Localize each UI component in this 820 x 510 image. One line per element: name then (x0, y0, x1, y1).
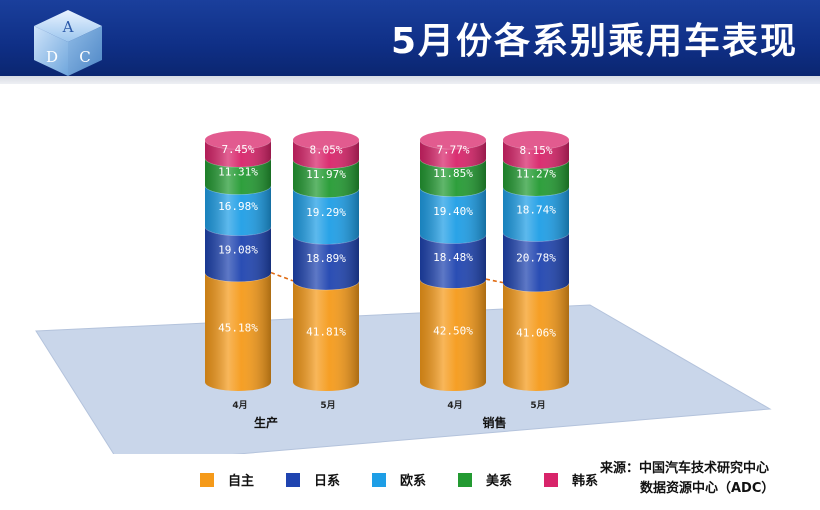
data-label-3-1: 20.78% (516, 251, 556, 264)
data-label-0-0: 45.18% (218, 321, 258, 334)
group-label-0: 生产 (254, 415, 278, 430)
header-divider (0, 76, 820, 84)
bar-segment-shade-3-2 (503, 186, 569, 242)
chart-floor-edge (35, 304, 772, 454)
bar-segment-shade-2-2 (420, 187, 486, 244)
bar-top-cap-3 (503, 131, 569, 149)
legend-swatch (544, 473, 558, 487)
bar-seam-3-2 (502, 186, 570, 197)
x-tick-label-0: 4月 (232, 400, 247, 411)
data-label-2-4: 7.77% (436, 143, 469, 156)
legend-label: 美系 (486, 474, 513, 489)
data-label-2-0: 42.50% (433, 325, 473, 338)
legend-label: 日系 (314, 474, 341, 489)
legend-label: 韩系 (572, 474, 599, 489)
adc-logo-icon: A D C (34, 10, 102, 76)
data-label-3-0: 41.06% (516, 326, 556, 339)
bar-segment-shade-2-3 (420, 158, 486, 197)
source-line-1: 来源：中国汽车技术研究中心 (600, 461, 770, 476)
legend-item-rixi: 日系 (286, 470, 340, 490)
header-bar: A D C 5月份各系别乘用车表现 (0, 0, 820, 76)
data-label-1-4: 8.05% (309, 144, 342, 157)
source-note: 来源：中国汽车技术研究中心 数据资源中心（ADC） (600, 459, 774, 499)
logo-letter-c: C (79, 48, 90, 66)
bar-segment-shade-0-0 (205, 272, 271, 391)
data-label-0-2: 16.98% (218, 200, 258, 213)
bar-seam-0-0 (204, 272, 272, 283)
bar-segment-shade-3-4 (503, 140, 569, 169)
stacked-bar-chart: 45.18% 19.08% 16.98% 11.31% 7.45% 4月 41.81% 18.… (35, 131, 772, 454)
x-tick-label-2: 4月 (447, 400, 462, 411)
bar-segment-shade-0-1 (205, 226, 271, 282)
connector-line-0 (270, 271, 294, 282)
logo-letter-a: A (62, 18, 74, 36)
bar-segment-shade-1-2 (293, 188, 359, 245)
x-tick-label-1: 5月 (320, 400, 335, 411)
data-label-1-0: 41.81% (306, 325, 346, 338)
bar-seam-0-1 (204, 226, 272, 236)
bar-seam-1-2 (292, 188, 360, 198)
bar-segment-shade-3-0 (503, 282, 569, 391)
data-label-3-2: 18.74% (516, 204, 556, 217)
data-label-2-1: 18.48% (433, 251, 473, 264)
bar-segment-shade-3-3 (503, 159, 569, 196)
bar-segment-shade-1-3 (293, 159, 359, 198)
bar-segment-shade-1-4 (293, 140, 359, 169)
data-label-1-1: 18.89% (306, 252, 346, 265)
data-label-2-3: 11.85% (433, 167, 473, 180)
legend-label: 欧系 (400, 474, 427, 489)
legend-swatch (200, 473, 214, 487)
data-label-2-2: 19.40% (433, 205, 473, 218)
bar-seam-0-3 (204, 157, 272, 168)
bar-seam-3-1 (502, 232, 570, 242)
bar-segment-shade-0-4 (205, 140, 271, 168)
page-title: 5月份各系别乘用车表现 (390, 21, 798, 62)
bar-top-cap-shine-3 (503, 131, 569, 149)
bar-top-cap-shine-2 (420, 131, 486, 149)
legend-swatch (286, 473, 300, 487)
legend-swatch (372, 473, 386, 487)
bar-top-cap-shine-1 (293, 131, 359, 149)
legend-swatch (458, 473, 472, 487)
bar-segment-shade-3-1 (503, 232, 569, 292)
data-label-0-1: 19.08% (218, 244, 258, 257)
data-label-0-3: 11.31% (218, 166, 258, 179)
data-label-3-3: 11.27% (516, 167, 556, 180)
legend-item-meixi: 美系 (458, 470, 512, 490)
data-label-1-3: 11.97% (306, 168, 346, 181)
bar-segment-shade-2-4 (420, 140, 486, 168)
logo-letter-d: D (46, 48, 58, 66)
bar-segment-shade-1-1 (293, 235, 359, 290)
connector-line-1 (485, 278, 504, 284)
bar-top-cap-1 (293, 131, 359, 149)
chart-floor (36, 305, 770, 454)
legend-item-zizhu: 自主 (200, 470, 254, 490)
bar-segment-shade-2-0 (420, 279, 486, 391)
bar-segment-shade-2-1 (420, 234, 486, 289)
bar-seam-3-3 (502, 159, 570, 170)
group-label-1: 销售 (482, 415, 506, 430)
bar-top-cap-2 (420, 131, 486, 149)
bar-segment-shade-0-2 (205, 185, 271, 236)
bar-segment-shade-0-3 (205, 158, 271, 195)
data-label-1-2: 19.29% (306, 206, 346, 219)
bar-segment-shade-1-0 (293, 280, 359, 391)
bar-top-cap-0 (205, 131, 271, 149)
x-tick-label-3: 5月 (530, 400, 545, 411)
bar-seam-1-1 (292, 235, 360, 245)
bar-top-cap-shine-0 (205, 131, 271, 149)
data-label-0-4: 7.45% (221, 143, 254, 156)
bar-seam-0-2 (204, 185, 272, 195)
legend-label: 自主 (228, 474, 255, 489)
legend-item-hanxi: 韩系 (544, 470, 598, 490)
source-line-2: 数据资源中心（ADC） (640, 481, 775, 496)
data-label-3-4: 8.15% (519, 144, 552, 157)
bar-seam-3-0 (502, 282, 570, 293)
legend-item-ouxi: 欧系 (372, 470, 426, 490)
